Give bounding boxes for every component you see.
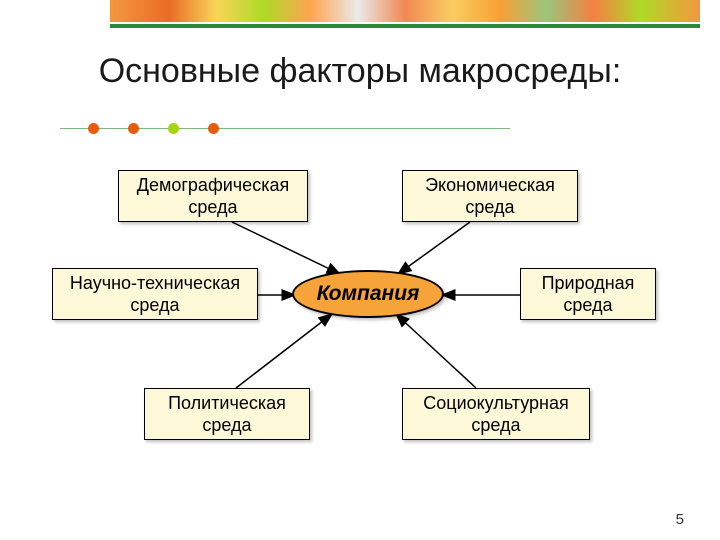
- factor-label: Политическаясреда: [168, 392, 286, 437]
- center-company-node: Компания: [292, 270, 444, 318]
- decorative-banner: [110, 0, 700, 22]
- factor-box-socio: Социокультурнаясреда: [402, 388, 590, 440]
- factor-label: Экономическаясреда: [425, 174, 555, 219]
- factor-box-econ: Экономическаясреда: [402, 170, 578, 222]
- banner-underline: [110, 24, 700, 28]
- factor-label: Демографическаясреда: [137, 174, 289, 219]
- factor-box-demo: Демографическаясреда: [118, 170, 308, 222]
- factor-box-nature: Природнаясреда: [520, 268, 656, 320]
- macro-environment-diagram: Компания Демографическаясреда Экономическ…: [0, 130, 720, 520]
- center-label: Компания: [317, 282, 420, 306]
- factor-box-polit: Политическаясреда: [144, 388, 310, 440]
- factor-box-tech: Научно-техническаясреда: [52, 268, 258, 320]
- diagram-arrows: [0, 130, 720, 520]
- bullet-divider: [60, 128, 510, 129]
- page-number: 5: [676, 511, 684, 528]
- factor-label: Научно-техническаясреда: [70, 272, 240, 317]
- slide-title: Основные факторы макросреды:: [0, 52, 720, 91]
- factor-label: Социокультурнаясреда: [423, 392, 569, 437]
- factor-label: Природнаясреда: [542, 272, 635, 317]
